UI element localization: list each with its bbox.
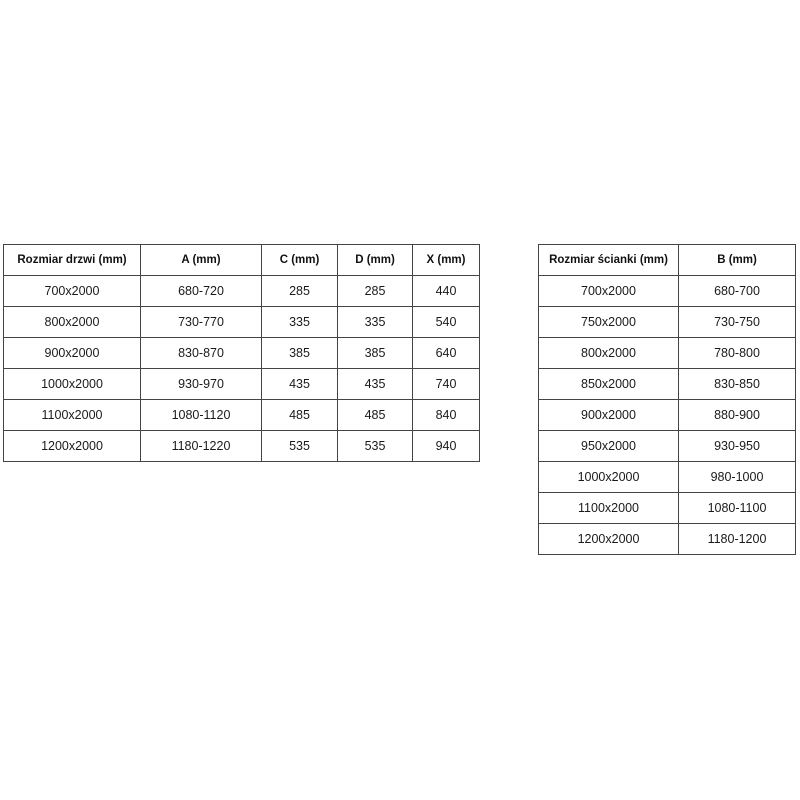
table-cell: 780-800 (678, 337, 796, 369)
table-cell: 440 (412, 275, 480, 307)
table-cell: 285 (261, 275, 338, 307)
table-cell: 750x2000 (538, 306, 679, 338)
table-cell: 900x2000 (538, 399, 679, 431)
table-row: 700x2000 680-720 285 285 440 (3, 275, 480, 307)
table-row: 750x2000 730-750 (538, 306, 796, 338)
table-cell: 1000x2000 (538, 461, 679, 493)
table-cell: 1080-1100 (678, 492, 796, 524)
table-row: 950x2000 930-950 (538, 430, 796, 462)
table-cell: 800x2000 (3, 306, 141, 338)
table-cell: 535 (337, 430, 413, 462)
column-header: D (mm) (337, 244, 413, 276)
table-cell: 1000x2000 (3, 368, 141, 400)
table-cell: 385 (337, 337, 413, 369)
table-cell: 1180-1200 (678, 523, 796, 555)
table-cell: 335 (261, 306, 338, 338)
table-cell: 1200x2000 (538, 523, 679, 555)
table-cell: 980-1000 (678, 461, 796, 493)
table-row: 800x2000 780-800 (538, 337, 796, 369)
table-cell: 540 (412, 306, 480, 338)
table-cell: 800x2000 (538, 337, 679, 369)
table-cell: 485 (261, 399, 338, 431)
table-cell: 930-970 (140, 368, 262, 400)
table-cell: 1200x2000 (3, 430, 141, 462)
table-cell: 830-850 (678, 368, 796, 400)
table-row: 900x2000 830-870 385 385 640 (3, 337, 480, 369)
table-cell: 485 (337, 399, 413, 431)
table-row: 1000x2000 930-970 435 435 740 (3, 368, 480, 400)
table-cell: 385 (261, 337, 338, 369)
column-header: X (mm) (412, 244, 480, 276)
column-header: Rozmiar drzwi (mm) (3, 244, 141, 276)
table-cell: 1100x2000 (3, 399, 141, 431)
table-cell: 950x2000 (538, 430, 679, 462)
column-header: A (mm) (140, 244, 262, 276)
table-cell: 840 (412, 399, 480, 431)
wall-size-table: Rozmiar ścianki (mm) B (mm) 700x2000 680… (538, 244, 796, 555)
column-header: C (mm) (261, 244, 338, 276)
table-cell: 940 (412, 430, 480, 462)
table-row: 800x2000 730-770 335 335 540 (3, 306, 480, 338)
table-cell: 880-900 (678, 399, 796, 431)
table-cell: 830-870 (140, 337, 262, 369)
table-cell: 1180-1220 (140, 430, 262, 462)
table-cell: 335 (337, 306, 413, 338)
table-row: 700x2000 680-700 (538, 275, 796, 307)
table-row: 1000x2000 980-1000 (538, 461, 796, 493)
table-cell: 700x2000 (538, 275, 679, 307)
table-cell: 535 (261, 430, 338, 462)
table-cell: 900x2000 (3, 337, 141, 369)
table-row: 1200x2000 1180-1200 (538, 523, 796, 555)
table-cell: 435 (337, 368, 413, 400)
column-header: Rozmiar ścianki (mm) (538, 244, 679, 276)
table-cell: 435 (261, 368, 338, 400)
column-header: B (mm) (678, 244, 796, 276)
table-cell: 730-770 (140, 306, 262, 338)
table-cell: 930-950 (678, 430, 796, 462)
table-cell: 640 (412, 337, 480, 369)
door-size-table: Rozmiar drzwi (mm) A (mm) C (mm) D (mm) … (3, 244, 480, 462)
table-cell: 700x2000 (3, 275, 141, 307)
table-row: 1100x2000 1080-1100 (538, 492, 796, 524)
table-cell: 740 (412, 368, 480, 400)
table-cell: 730-750 (678, 306, 796, 338)
table-row: 900x2000 880-900 (538, 399, 796, 431)
table-cell: 1080-1120 (140, 399, 262, 431)
table-cell: 680-720 (140, 275, 262, 307)
table-header-row: Rozmiar drzwi (mm) A (mm) C (mm) D (mm) … (3, 244, 480, 276)
table-cell: 850x2000 (538, 368, 679, 400)
table-row: 850x2000 830-850 (538, 368, 796, 400)
table-cell: 1100x2000 (538, 492, 679, 524)
table-header-row: Rozmiar ścianki (mm) B (mm) (538, 244, 796, 276)
table-row: 1200x2000 1180-1220 535 535 940 (3, 430, 480, 462)
table-cell: 285 (337, 275, 413, 307)
table-row: 1100x2000 1080-1120 485 485 840 (3, 399, 480, 431)
table-cell: 680-700 (678, 275, 796, 307)
